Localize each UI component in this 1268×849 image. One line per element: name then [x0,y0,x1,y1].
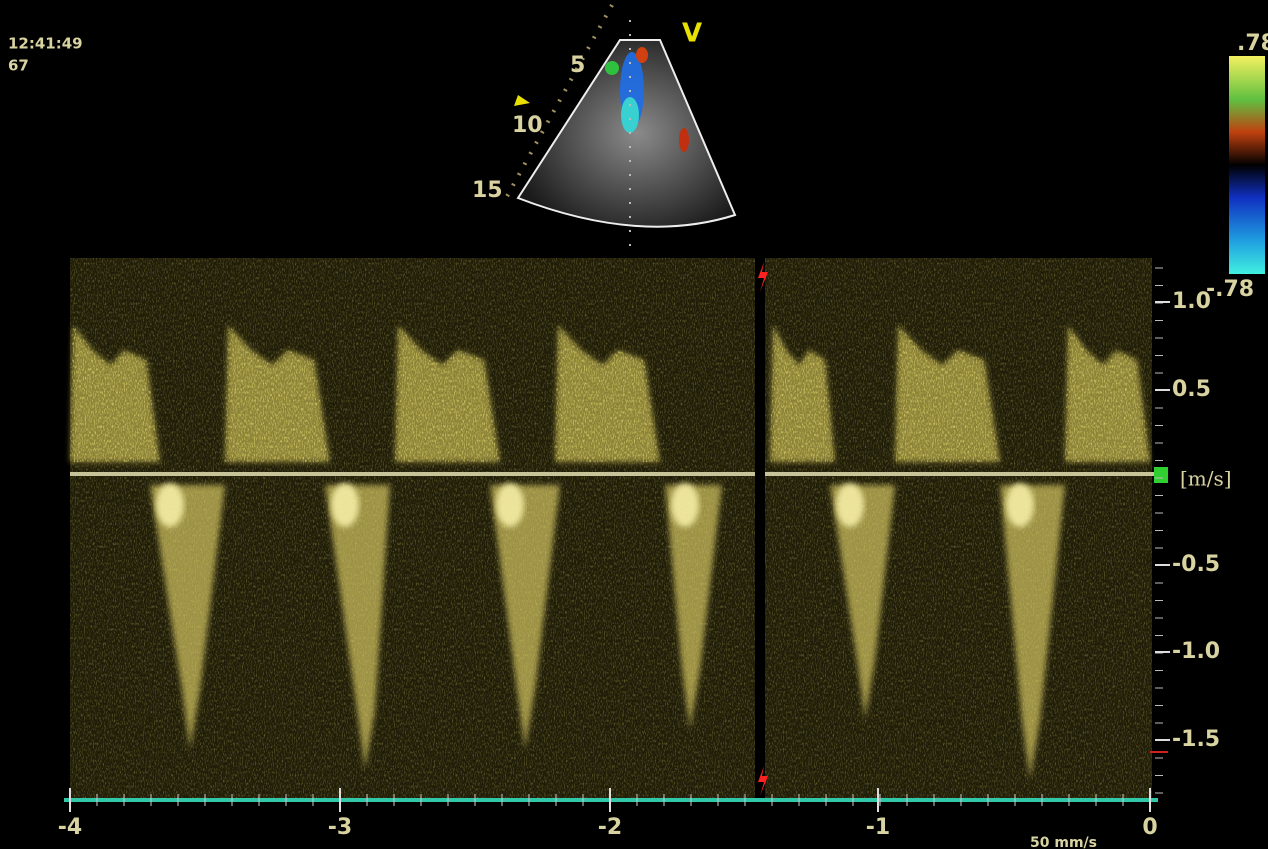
flow-peak [496,483,524,527]
mode-label: V [682,19,702,49]
velocity-label: 0.5 [1172,377,1211,402]
time-label: -1 [866,815,890,840]
time-label: -3 [328,815,352,840]
doppler-spectrum [70,258,1152,800]
flow-envelope [490,485,560,750]
flow-peak [836,483,864,527]
velocity-label: -0.5 [1172,552,1220,577]
marker [758,262,768,292]
sweep-speed: 50 mm/s [1030,835,1097,849]
flow-envelope [1000,485,1065,780]
clock: 12:41:49 [8,35,83,53]
sector-image [503,4,737,250]
velocity-unit: [m/s] [1180,467,1232,491]
flow-peak [331,483,359,527]
flow-envelope [770,325,835,462]
heart-rate: 67 [8,57,29,75]
time-label: 0 [1142,815,1157,840]
flow-envelope [150,485,225,750]
velocity-label: -1.0 [1172,639,1220,664]
time-label: -2 [598,815,622,840]
color-scale-max: .78 [1237,31,1268,56]
velocity-label: 1.0 [1172,289,1211,314]
depth-label: 5 [570,53,585,78]
flow-envelope [830,485,895,720]
depth-label: 15 [472,178,503,203]
freeze-line [755,258,765,800]
time-label: -4 [58,815,82,840]
flow-envelope [395,325,500,462]
flow-peak [156,483,184,527]
flow-peak [671,483,699,527]
depth-label: 10 [512,113,543,138]
color-scale-min: -.78 [1206,277,1254,302]
velocity-label: -1.5 [1172,727,1220,752]
flow-envelope [325,485,390,770]
baseline-handle [1154,467,1168,483]
flow-envelope [895,325,1000,462]
flow-envelope [555,325,660,462]
flow-envelope [1065,325,1150,462]
flow-envelope [225,325,330,462]
flow-envelope [665,485,722,730]
flow-envelope [70,325,160,462]
color-bar [1229,56,1265,274]
flow-peak [1006,483,1034,527]
marker [758,766,768,796]
